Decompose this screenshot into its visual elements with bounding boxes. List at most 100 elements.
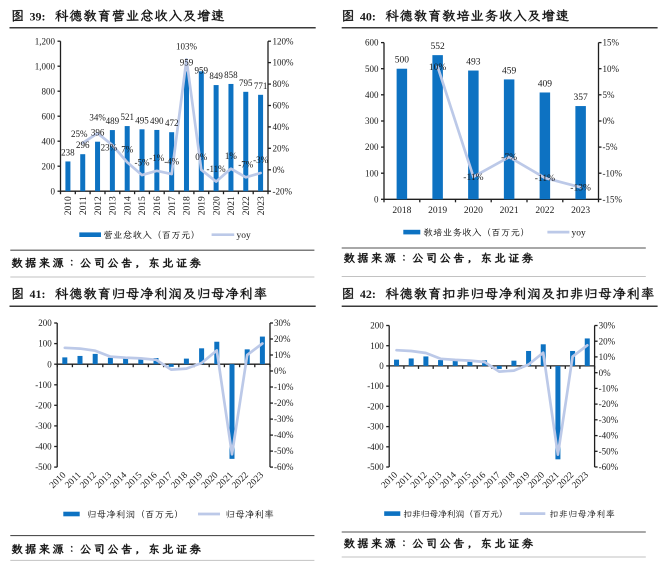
svg-text:0: 0 (379, 361, 384, 371)
svg-text:238: 238 (61, 147, 75, 157)
svg-text:771: 771 (254, 81, 268, 91)
svg-text:100: 100 (365, 168, 379, 178)
svg-text:-300: -300 (35, 421, 52, 431)
svg-text:40:: 40: (360, 9, 376, 23)
svg-text:-4%: -4% (164, 156, 179, 166)
svg-text:2020: 2020 (212, 196, 222, 215)
svg-text:120%: 120% (273, 36, 295, 46)
svg-text:-13%: -13% (570, 184, 591, 194)
svg-text:15%: 15% (603, 38, 620, 48)
svg-text:300: 300 (365, 116, 379, 126)
svg-text:2013: 2013 (109, 196, 119, 215)
svg-text:10%: 10% (603, 64, 620, 74)
svg-text:20%: 20% (274, 334, 291, 344)
svg-text:-50%: -50% (599, 446, 619, 456)
svg-text:490: 490 (150, 116, 164, 126)
svg-text:-400: -400 (367, 442, 384, 452)
svg-text:-20%: -20% (274, 398, 294, 408)
svg-text:40%: 40% (273, 122, 290, 132)
svg-text:2016: 2016 (153, 196, 163, 215)
svg-text:41:: 41: (30, 287, 46, 301)
svg-text:-7%: -7% (501, 153, 517, 163)
svg-text:2021: 2021 (227, 196, 237, 215)
svg-text:2019: 2019 (428, 206, 447, 216)
svg-text:296: 296 (76, 140, 90, 150)
svg-text:-500: -500 (367, 462, 384, 472)
svg-text:-11%: -11% (535, 174, 555, 184)
svg-text:-10%: -10% (599, 384, 619, 394)
svg-text:-100: -100 (35, 380, 52, 390)
svg-text:489: 489 (106, 116, 120, 126)
svg-text:0: 0 (51, 186, 56, 196)
svg-text:600: 600 (365, 38, 379, 48)
svg-text:-40%: -40% (274, 430, 294, 440)
svg-text:552: 552 (430, 42, 445, 52)
svg-text:858: 858 (224, 70, 238, 80)
svg-text:-1%: -1% (149, 153, 164, 163)
svg-text:396: 396 (91, 128, 105, 138)
svg-text:2021: 2021 (500, 206, 519, 216)
svg-text:-40%: -40% (599, 431, 619, 441)
svg-text:2022: 2022 (242, 196, 252, 215)
svg-text:2023: 2023 (571, 206, 590, 216)
svg-text:-15%: -15% (603, 194, 623, 204)
svg-text:10%: 10% (274, 350, 291, 360)
svg-text:30%: 30% (599, 321, 616, 331)
svg-text:-10%: -10% (274, 382, 294, 392)
svg-text:30%: 30% (274, 318, 291, 328)
svg-text:2014: 2014 (123, 196, 133, 215)
svg-text:200: 200 (365, 142, 379, 152)
svg-text:200: 200 (38, 318, 52, 328)
svg-text:103%: 103% (176, 42, 198, 52)
svg-text:521: 521 (120, 112, 134, 122)
svg-text:yoy: yoy (572, 229, 587, 239)
svg-text:200: 200 (370, 321, 384, 331)
svg-text:-11%: -11% (463, 173, 483, 183)
svg-text:2019: 2019 (198, 196, 208, 215)
svg-text:39:: 39: (30, 9, 46, 23)
svg-text:409: 409 (538, 80, 553, 90)
svg-text:23%: 23% (101, 143, 118, 153)
svg-text:0%: 0% (603, 116, 616, 126)
svg-text:2011: 2011 (79, 196, 89, 215)
svg-text:10%: 10% (429, 63, 447, 73)
svg-text:600: 600 (42, 111, 56, 121)
svg-text:-11%: -11% (207, 164, 227, 174)
svg-text:-60%: -60% (274, 462, 294, 472)
svg-text:0%: 0% (274, 366, 287, 376)
svg-text:200: 200 (42, 161, 56, 171)
svg-text:2023: 2023 (257, 196, 267, 215)
svg-text:2017: 2017 (168, 196, 178, 215)
svg-text:493: 493 (466, 58, 481, 68)
svg-text:-30%: -30% (274, 414, 294, 424)
svg-text:-30%: -30% (599, 415, 619, 425)
svg-text:-5%: -5% (603, 142, 618, 152)
svg-text:-60%: -60% (599, 462, 619, 472)
svg-text:400: 400 (365, 90, 379, 100)
svg-text:357: 357 (573, 93, 588, 103)
svg-text:800: 800 (42, 86, 56, 96)
svg-text:2015: 2015 (138, 196, 148, 215)
svg-text:495: 495 (135, 115, 149, 125)
svg-text:42:: 42: (360, 287, 376, 301)
svg-text:500: 500 (395, 56, 410, 66)
svg-text:100: 100 (38, 339, 52, 349)
svg-text:20%: 20% (599, 336, 616, 346)
svg-text:1,200: 1,200 (35, 36, 56, 46)
svg-text:959: 959 (195, 65, 209, 75)
svg-text:400: 400 (42, 136, 56, 146)
svg-text:-500: -500 (35, 462, 52, 472)
svg-text:-300: -300 (367, 422, 384, 432)
svg-text:1,000: 1,000 (35, 61, 56, 71)
svg-text:1%: 1% (225, 151, 238, 161)
svg-text:34%: 34% (89, 113, 106, 123)
svg-text:60%: 60% (273, 101, 290, 111)
svg-text:459: 459 (502, 66, 517, 76)
svg-text:-5%: -5% (135, 157, 150, 167)
svg-text:795: 795 (239, 78, 253, 88)
svg-text:0%: 0% (273, 165, 286, 175)
svg-text:849: 849 (209, 71, 223, 81)
svg-text:-200: -200 (35, 400, 52, 410)
svg-text:2018: 2018 (183, 196, 193, 215)
svg-text:500: 500 (365, 64, 379, 74)
